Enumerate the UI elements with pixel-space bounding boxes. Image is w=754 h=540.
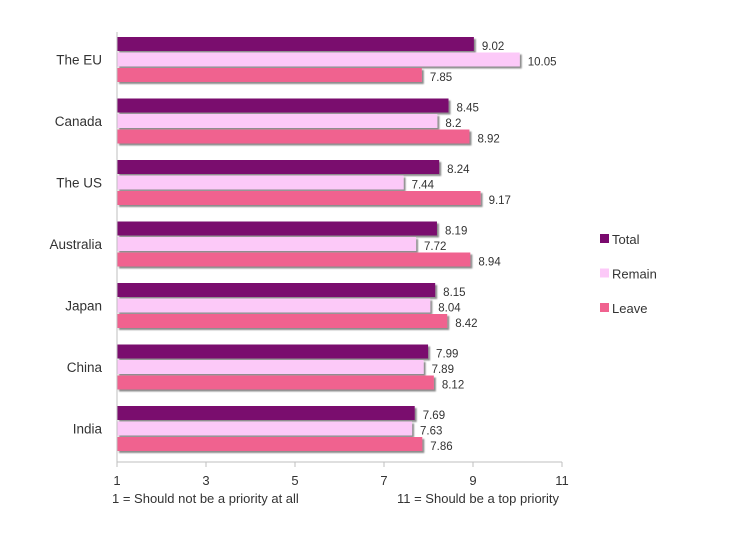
value-label-total-india: 7.69 xyxy=(423,410,445,422)
x-axis-note-left: 1 = Should not be a priority at all xyxy=(112,491,299,506)
bar-leave-japan xyxy=(117,314,448,328)
bar-leave-australia xyxy=(117,252,471,267)
value-label-total-the-eu: 9.02 xyxy=(482,41,504,53)
bar-total-canada xyxy=(117,98,449,113)
value-label-remain-china: 7.89 xyxy=(432,364,454,376)
bar-remain-canada xyxy=(117,114,438,128)
legend-label-leave: Leave xyxy=(612,301,647,316)
bar-total-australia xyxy=(117,221,437,236)
bar-leave-the-eu xyxy=(117,68,422,82)
value-label-remain-the-eu: 10.05 xyxy=(528,57,557,69)
category-label-canada: Canada xyxy=(55,114,103,129)
value-label-leave-india: 7.86 xyxy=(430,441,452,453)
value-label-leave-the-eu: 7.85 xyxy=(430,72,452,84)
legend: Total Remain Leave xyxy=(600,232,657,316)
value-label-remain-india: 7.63 xyxy=(420,426,442,438)
value-label-total-japan: 8.15 xyxy=(443,287,465,299)
legend-swatch-total xyxy=(600,234,609,243)
value-label-remain-canada: 8.2 xyxy=(445,118,461,130)
category-label-australia: Australia xyxy=(49,237,102,252)
value-label-leave-japan: 8.42 xyxy=(455,318,477,330)
x-axis-note-right: 11 = Should be a top priority xyxy=(397,491,560,506)
value-label-leave-china: 8.12 xyxy=(442,380,464,392)
x-tick-label-3: 3 xyxy=(202,473,209,488)
x-tick-label-7: 7 xyxy=(380,473,387,488)
category-label-the-eu: The EU xyxy=(56,53,102,68)
bar-remain-the-us xyxy=(117,175,404,190)
bar-total-the-eu xyxy=(117,37,474,51)
value-label-leave-australia: 8.94 xyxy=(478,257,501,269)
bar-leave-china xyxy=(117,375,434,390)
bar-remain-the-eu xyxy=(117,52,520,67)
legend-swatch-remain xyxy=(600,268,609,278)
x-tick-label-9: 9 xyxy=(469,473,476,488)
value-label-remain-japan: 8.04 xyxy=(438,303,461,315)
bar-remain-japan xyxy=(117,298,431,313)
value-label-leave-the-us: 9.17 xyxy=(489,195,511,207)
bar-total-the-us xyxy=(117,160,440,174)
value-label-total-the-us: 8.24 xyxy=(447,164,470,176)
bar-remain-india xyxy=(117,421,413,436)
legend-label-remain: Remain xyxy=(612,267,657,282)
value-label-remain-australia: 7.72 xyxy=(424,241,446,253)
bar-leave-the-us xyxy=(117,191,481,205)
x-tick-label-5: 5 xyxy=(291,473,298,488)
x-tick-label-1: 1 xyxy=(113,473,120,488)
legend-swatch-leave xyxy=(600,303,609,312)
value-label-total-canada: 8.45 xyxy=(457,103,479,115)
category-label-china: China xyxy=(67,360,103,375)
bar-total-china xyxy=(117,344,429,359)
category-label-india: India xyxy=(73,422,103,437)
value-label-remain-the-us: 7.44 xyxy=(412,180,435,192)
bar-total-india xyxy=(117,406,415,420)
category-label-japan: Japan xyxy=(65,299,102,314)
category-label-the-us: The US xyxy=(56,176,102,191)
bar-remain-china xyxy=(117,360,424,374)
bar-remain-australia xyxy=(117,237,417,251)
bar-leave-canada xyxy=(117,129,470,144)
x-tick-label-11: 11 xyxy=(555,473,569,488)
legend-label-total: Total xyxy=(612,232,640,247)
value-label-leave-canada: 8.92 xyxy=(477,134,499,146)
bar-leave-india xyxy=(117,437,423,451)
bar-total-japan xyxy=(117,283,436,297)
value-label-total-china: 7.99 xyxy=(436,349,458,361)
value-label-total-australia: 8.19 xyxy=(445,226,467,238)
